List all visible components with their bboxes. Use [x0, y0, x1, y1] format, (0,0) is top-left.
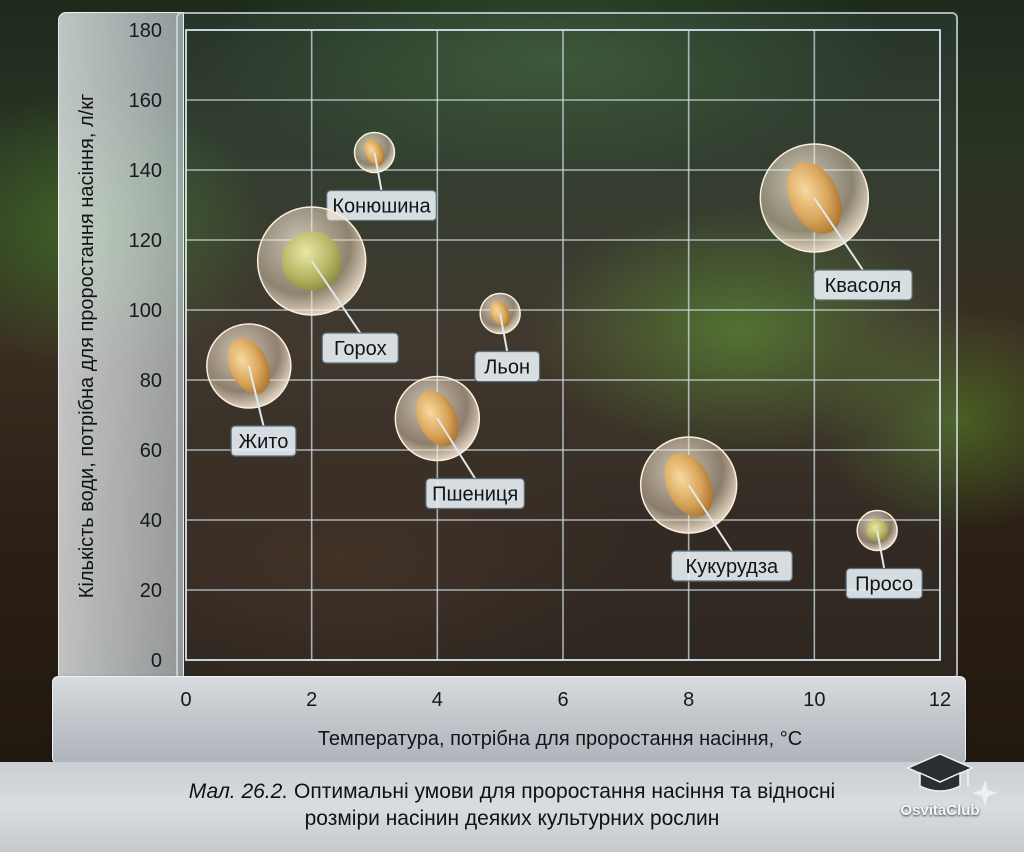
point-label: Просо: [855, 574, 913, 596]
seed-point: Просо: [845, 509, 923, 600]
seed-mark: [281, 231, 342, 291]
y-tick-label: 40: [140, 510, 162, 532]
y-tick-label: 20: [140, 580, 162, 602]
point-label: Горох: [334, 338, 387, 360]
point-label: Пшениця: [432, 484, 518, 506]
point-label-box: [425, 477, 525, 510]
leader-line: [813, 197, 864, 271]
point-label-box: [474, 350, 541, 383]
figure-caption: Мал. 26.2. Оптимальні умови для пророста…: [0, 778, 1024, 832]
seed-point: Квасоля: [759, 143, 913, 301]
seed-mark: [787, 162, 842, 234]
point-label: Кукурудза: [686, 556, 779, 578]
y-tick-label: 140: [129, 160, 162, 182]
caption-line-2: розміри насінин деяких культурних рослин: [304, 807, 720, 830]
point-label-box: [670, 550, 793, 582]
caption-band: [0, 762, 1024, 852]
leader-line: [499, 313, 509, 352]
y-tick-label: 80: [140, 370, 162, 392]
caption-line-1: Оптимальні умови для проростання насіння…: [294, 780, 836, 803]
y-axis-panel: [58, 12, 184, 682]
x-tick-label: 10: [803, 689, 825, 711]
seed-point: Кукурудза: [639, 436, 793, 582]
point-label-box: [321, 332, 399, 364]
leader-line: [247, 365, 265, 427]
figure-ref: Мал. 26.2.: [188, 780, 289, 803]
y-tick-label: 120: [129, 230, 162, 252]
leader-line: [373, 152, 383, 191]
seed-point: Льон: [474, 292, 541, 383]
point-label-box: [813, 269, 913, 301]
point-label-box: [230, 425, 297, 457]
logo-text: OsvitaClub: [900, 802, 980, 819]
leader-line: [876, 530, 886, 569]
x-axis-title: Температура, потрібна для проростання на…: [318, 728, 802, 750]
x-tick-label: 6: [557, 689, 568, 711]
x-tick-label: 2: [306, 689, 317, 711]
seed-point: Конюшина: [326, 131, 437, 222]
point-label: Льон: [484, 357, 530, 379]
point-label: Жито: [239, 431, 289, 453]
y-tick-label: 0: [151, 650, 162, 672]
leader-line: [687, 484, 733, 552]
x-tick-label: 0: [180, 689, 191, 711]
leader-line: [436, 417, 476, 480]
point-label: Конюшина: [332, 196, 431, 218]
seed-point: Горох: [256, 206, 399, 364]
leader-line: [310, 260, 362, 334]
point-label: Квасоля: [825, 275, 902, 297]
y-tick-label: 180: [129, 20, 162, 42]
y-tick-label: 60: [140, 440, 162, 462]
x-tick-label: 8: [683, 689, 694, 711]
y-axis-title: Кількість води, потрібна для проростання…: [76, 94, 98, 598]
point-label-box: [326, 189, 437, 222]
y-tick-label: 160: [129, 90, 162, 112]
seed-point: Пшениця: [394, 375, 525, 510]
x-tick-label: 4: [432, 689, 443, 711]
x-axis-panel: [52, 676, 966, 764]
x-tick-label: 12: [929, 689, 951, 711]
point-label-box: [845, 567, 923, 600]
seed-point: Жито: [206, 323, 297, 457]
seed-mark: [664, 453, 713, 517]
y-tick-label: 100: [129, 300, 162, 322]
osvitaclub-logo: OsvitaClub: [880, 748, 1000, 828]
graduation-cap-icon: [906, 753, 998, 806]
